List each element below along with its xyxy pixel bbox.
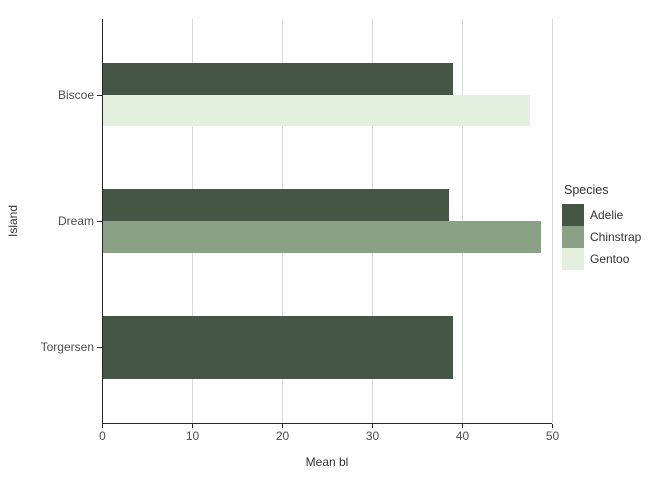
x-tick-mark-20 xyxy=(282,424,283,428)
x-tick-mark-40 xyxy=(462,424,463,428)
y-tick-mark-biscoe xyxy=(97,94,102,96)
y-tick-mark-torgersen xyxy=(97,347,102,349)
legend-swatch-chinstrap xyxy=(562,226,584,248)
legend-item-label-adelie: Adelie xyxy=(590,208,624,222)
bar-adelie-dream xyxy=(102,189,449,221)
x-axis-line xyxy=(102,423,552,424)
bar-gentoo-biscoe xyxy=(102,94,530,127)
legend-item-label-chinstrap: Chinstrap xyxy=(590,230,642,244)
y-axis-line xyxy=(102,19,103,424)
legend-item-adelie: Adelie xyxy=(562,204,670,226)
y-axis-title: Island xyxy=(6,204,20,238)
x-tick-label-20: 20 xyxy=(275,429,290,443)
bar-adelie-biscoe xyxy=(102,63,453,95)
y-tick-label-torgersen: Torgersen xyxy=(40,340,94,355)
gridline-50 xyxy=(551,19,553,423)
x-tick-label-40: 40 xyxy=(455,429,470,443)
y-tick-label-biscoe: Biscoe xyxy=(57,87,94,102)
x-tick-label-30: 30 xyxy=(365,429,380,443)
legend: Species Adelie Chinstrap Gentoo xyxy=(562,183,670,270)
x-tick-mark-50 xyxy=(552,424,553,428)
x-axis-title: Mean bl xyxy=(305,455,349,469)
legend-item-gentoo: Gentoo xyxy=(562,248,670,270)
legend-item-label-gentoo: Gentoo xyxy=(590,252,630,266)
y-tick-mark-dream xyxy=(97,221,102,222)
x-tick-mark-10 xyxy=(192,424,193,428)
x-tick-label-50: 50 xyxy=(545,429,560,443)
x-tick-mark-30 xyxy=(372,424,373,428)
x-tick-label-10: 10 xyxy=(185,429,200,443)
y-tick-label-dream: Dream xyxy=(57,214,94,228)
legend-swatch-gentoo xyxy=(562,248,584,270)
legend-swatch-adelie xyxy=(562,204,584,226)
legend-item-chinstrap: Chinstrap xyxy=(562,226,670,248)
x-tick-mark-0 xyxy=(102,424,103,428)
legend-title: Species xyxy=(564,183,609,197)
legend-items: Adelie Chinstrap Gentoo xyxy=(562,204,670,270)
x-tick-label-0: 0 xyxy=(99,429,106,443)
bar-chinstrap-dream xyxy=(102,221,542,253)
plot-panel xyxy=(102,19,553,424)
bar-adelie-torgersen xyxy=(102,315,453,379)
